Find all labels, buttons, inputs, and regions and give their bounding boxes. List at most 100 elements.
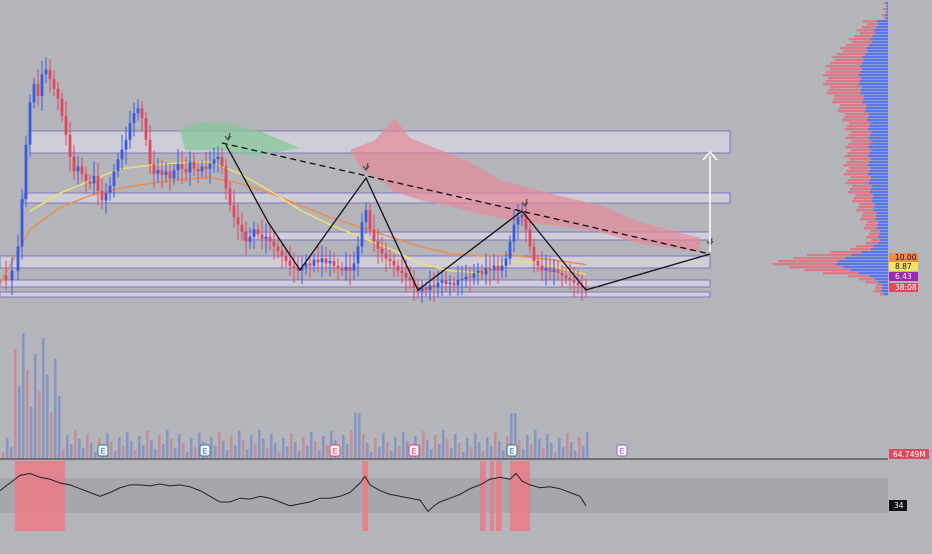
indicator-highlight — [490, 461, 494, 531]
profile-bar-up — [864, 59, 888, 62]
candle-body — [156, 170, 160, 174]
candle-body — [464, 276, 468, 280]
profile-bar-up — [858, 74, 888, 77]
profile-bar-down — [859, 32, 876, 35]
profile-bar-up — [874, 206, 888, 209]
price-label: 6.43 — [895, 272, 912, 281]
volume-bar — [298, 451, 301, 458]
volume-bar — [290, 433, 293, 458]
volume-bar — [386, 442, 389, 458]
profile-bar-up — [845, 257, 888, 260]
profile-bar-up — [878, 236, 888, 239]
profile-bar-down — [838, 107, 866, 110]
volume-bar — [446, 439, 449, 458]
profile-bar-down — [842, 119, 868, 122]
volume-bar — [14, 349, 17, 458]
volume-bar — [142, 445, 145, 458]
indicator-label-bg — [889, 500, 907, 511]
volume-bar — [86, 434, 89, 458]
profile-bar-down — [882, 14, 886, 17]
volume-bar — [490, 446, 493, 458]
profile-bar-up — [862, 101, 888, 104]
profile-bar-up — [882, 287, 888, 290]
volume-bar — [462, 452, 465, 458]
volume-bar — [6, 438, 9, 458]
profile-bar-up — [868, 173, 888, 176]
profile-bar-up — [869, 161, 888, 164]
profile-bar-down — [823, 272, 859, 275]
volume-bar — [526, 435, 529, 458]
candle-body — [492, 265, 496, 271]
candle-body — [168, 171, 172, 179]
profile-bar-up — [875, 278, 888, 281]
profile-bar-down — [828, 77, 862, 80]
candle-body — [292, 265, 296, 269]
profile-bar-down — [848, 38, 871, 41]
candle-body — [10, 270, 14, 281]
profile-bar-down — [859, 203, 875, 206]
profile-bar-up — [861, 89, 888, 92]
volume-bar — [2, 452, 5, 458]
candle-body — [576, 282, 580, 286]
candle-body — [296, 268, 300, 271]
profile-bar-up — [887, 5, 888, 8]
candle-body — [400, 270, 404, 274]
arrow-down-icon — [224, 132, 232, 141]
volume-bar — [126, 432, 129, 458]
volume-bar — [478, 442, 481, 458]
candle-body — [540, 265, 544, 271]
profile-bar-up — [877, 281, 888, 284]
candle-body — [500, 265, 504, 271]
indicator-panel — [0, 458, 888, 531]
volume-bar — [26, 370, 29, 458]
candle-body — [460, 279, 464, 281]
price-label: 10.00 — [895, 253, 917, 262]
profile-bar-up — [886, 17, 888, 20]
volume-bar — [90, 443, 93, 458]
profile-bar-down — [865, 281, 878, 284]
indicator-highlight — [480, 461, 486, 531]
profile-bar-down — [789, 266, 844, 269]
earnings-marker-label: E — [509, 447, 514, 456]
profile-bar-down — [850, 176, 871, 179]
profile-bar-up — [862, 62, 888, 65]
profile-bar-down — [865, 242, 878, 245]
indicator-highlight — [362, 461, 368, 531]
profile-bar-down — [870, 230, 881, 233]
candle-body — [432, 285, 436, 288]
volume-bars — [2, 333, 589, 458]
volume-bar — [546, 434, 549, 458]
earnings-marker — [199, 444, 211, 457]
volume-bar — [362, 434, 365, 458]
profile-bar-up — [875, 218, 888, 221]
candle-body — [496, 265, 500, 271]
profile-bar-down — [839, 104, 867, 107]
volume-bar — [562, 447, 565, 458]
candle-body — [452, 282, 456, 286]
profile-bar-down — [850, 248, 872, 251]
earnings-marker — [97, 444, 109, 457]
drawings — [221, 132, 718, 292]
volume-bar — [250, 435, 253, 458]
profile-bar-up — [870, 38, 888, 41]
candle-body — [120, 149, 124, 160]
price-label: 8.87 — [895, 262, 912, 271]
volume-bar — [366, 443, 369, 458]
profile-bar-up — [858, 83, 888, 86]
profile-bar-down — [843, 116, 869, 119]
candle-body — [544, 268, 548, 271]
candle-body — [44, 69, 48, 75]
candle-body — [92, 176, 96, 184]
volume-profile — [772, 2, 888, 296]
volume-bar — [218, 432, 221, 458]
volume-bar — [514, 413, 517, 458]
profile-bar-down — [830, 68, 863, 71]
volume-bar — [278, 452, 281, 458]
profile-bar-up — [871, 131, 888, 134]
volume-bar — [222, 441, 225, 458]
profile-bar-up — [886, 11, 888, 14]
candle-body — [224, 166, 228, 189]
candle-body — [180, 164, 184, 169]
volume-bar — [570, 442, 573, 458]
candle-body — [480, 270, 484, 275]
